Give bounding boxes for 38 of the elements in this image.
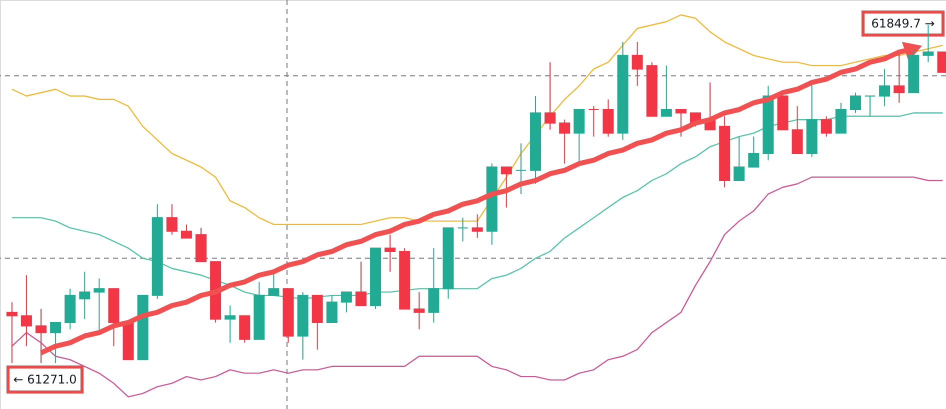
candlestick (675, 109, 686, 138)
candlestick (894, 52, 905, 104)
candlestick (6, 302, 18, 364)
candlestick (224, 305, 236, 344)
candlestick (326, 294, 338, 323)
candlestick (734, 136, 745, 181)
candlestick (748, 136, 760, 168)
candlestick (472, 214, 483, 238)
candlestick (355, 261, 366, 306)
candlestick (602, 98, 614, 138)
candlestick (792, 106, 803, 154)
candlestick (340, 292, 352, 313)
candlestick (515, 142, 526, 195)
candlestick (79, 271, 90, 320)
candlestick (879, 68, 890, 107)
candlestick (660, 65, 672, 117)
candlestick (544, 62, 556, 130)
candlestick (850, 92, 861, 114)
candlestick (457, 217, 468, 242)
candlestick (36, 308, 47, 364)
candlestick (180, 224, 192, 238)
candlestick (384, 234, 396, 272)
candlestick (559, 119, 570, 164)
text: ← 61271.0 (13, 372, 77, 386)
candlestick (414, 292, 425, 330)
candlestick (239, 315, 250, 344)
candlestick (50, 322, 62, 364)
candlestick (20, 274, 32, 347)
candlestick (500, 166, 512, 208)
candlestick (588, 106, 600, 138)
candlestick (835, 102, 846, 134)
candlestick (632, 41, 643, 86)
candlestick (864, 95, 876, 117)
candlestick (166, 204, 178, 236)
annotation: 61849.7 → (871, 16, 935, 30)
candlestick (922, 24, 934, 63)
candlestick (820, 116, 832, 138)
candlestick (428, 248, 440, 323)
